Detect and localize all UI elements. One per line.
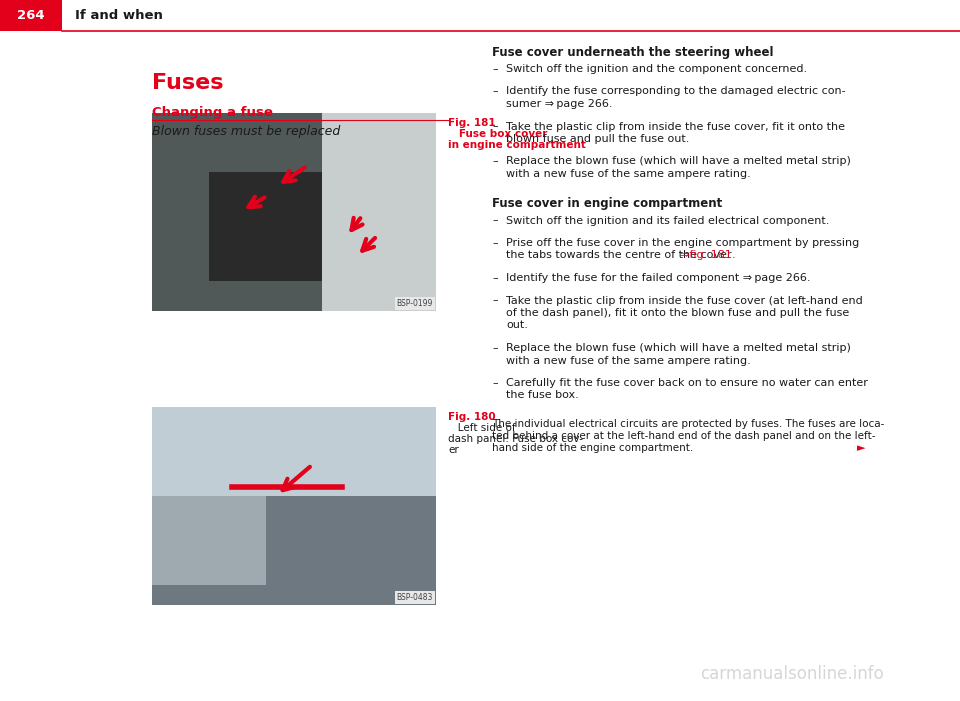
Text: Switch off the ignition and its failed electrical component.: Switch off the ignition and its failed e…: [506, 215, 829, 226]
Text: dash panel: Fuse box cov-: dash panel: Fuse box cov-: [448, 434, 583, 444]
Text: Left side of: Left side of: [448, 423, 516, 433]
Text: Fuse cover in engine compartment: Fuse cover in engine compartment: [492, 198, 722, 210]
Text: BSP-0199: BSP-0199: [396, 299, 433, 308]
Text: –: –: [492, 378, 497, 388]
Text: with a new fuse of the same ampere rating.: with a new fuse of the same ampere ratin…: [506, 355, 751, 365]
Text: –: –: [492, 156, 497, 167]
Text: Replace the blown fuse (which will have a melted metal strip): Replace the blown fuse (which will have …: [506, 156, 851, 167]
Text: ►: ►: [857, 443, 866, 453]
Text: –: –: [492, 64, 497, 74]
Text: ⇒fig. 181.: ⇒fig. 181.: [681, 250, 735, 261]
Text: 264: 264: [17, 9, 45, 22]
Text: –: –: [492, 121, 497, 132]
Text: –: –: [492, 238, 497, 248]
Text: Fig. 180: Fig. 180: [448, 412, 495, 422]
Text: carmanualsonline.info: carmanualsonline.info: [700, 665, 884, 683]
Text: If and when: If and when: [75, 9, 163, 22]
Bar: [152, 466, 266, 585]
Text: Fig. 181: Fig. 181: [448, 118, 495, 128]
Bar: [0, 0, 62, 31]
Text: Fuses: Fuses: [152, 73, 224, 93]
Text: –: –: [492, 296, 497, 306]
Text: Carefully fit the fuse cover back on to ensure no water can enter: Carefully fit the fuse cover back on to …: [506, 378, 868, 388]
Text: Take the plastic clip from inside the fuse cover (at left-hand end: Take the plastic clip from inside the fu…: [506, 296, 863, 306]
Text: –: –: [492, 86, 497, 97]
Bar: [152, 407, 436, 605]
Bar: [323, 113, 436, 311]
Text: with a new fuse of the same ampere rating.: with a new fuse of the same ampere ratin…: [506, 169, 751, 179]
Text: –: –: [492, 215, 497, 226]
Text: of the dash panel), fit it onto the blown fuse and pull the fuse: of the dash panel), fit it onto the blow…: [506, 308, 850, 318]
Text: The individual electrical circuits are protected by fuses. The fuses are loca-: The individual electrical circuits are p…: [492, 419, 884, 429]
Text: Blown fuses must be replaced: Blown fuses must be replaced: [152, 125, 340, 138]
Bar: [152, 496, 436, 605]
Text: Replace the blown fuse (which will have a melted metal strip): Replace the blown fuse (which will have …: [506, 343, 851, 353]
Bar: [152, 113, 436, 311]
Text: Fuse cover underneath the steering wheel: Fuse cover underneath the steering wheel: [492, 46, 774, 59]
Text: the tabs towards the centre of the cover: the tabs towards the centre of the cover: [506, 250, 735, 261]
Text: Take the plastic clip from inside the fuse cover, fit it onto the: Take the plastic clip from inside the fu…: [506, 121, 845, 132]
Text: –: –: [492, 343, 497, 353]
Text: out.: out.: [506, 320, 528, 330]
Text: the fuse box.: the fuse box.: [506, 390, 579, 400]
Text: Switch off the ignition and the component concerned.: Switch off the ignition and the componen…: [506, 64, 807, 74]
Text: Identify the fuse for the failed component ⇒ page 266.: Identify the fuse for the failed compone…: [506, 273, 810, 283]
Bar: [152, 407, 436, 496]
Text: blown fuse and pull the fuse out.: blown fuse and pull the fuse out.: [506, 134, 689, 144]
Text: hand side of the engine compartment.: hand side of the engine compartment.: [492, 443, 693, 453]
Text: –: –: [492, 273, 497, 283]
Text: in engine compartment: in engine compartment: [448, 140, 586, 150]
Bar: [209, 172, 337, 281]
Text: ted behind a cover at the left-hand end of the dash panel and on the left-: ted behind a cover at the left-hand end …: [492, 431, 876, 441]
Text: Prise off the fuse cover in the engine compartment by pressing: Prise off the fuse cover in the engine c…: [506, 238, 859, 248]
Text: sumer ⇒ page 266.: sumer ⇒ page 266.: [506, 99, 612, 109]
Text: er: er: [448, 445, 459, 455]
Text: Fuse box cover: Fuse box cover: [448, 129, 547, 139]
Text: Identify the fuse corresponding to the damaged electric con-: Identify the fuse corresponding to the d…: [506, 86, 846, 97]
Text: BSP-0483: BSP-0483: [396, 593, 433, 602]
Text: Changing a fuse: Changing a fuse: [152, 106, 273, 119]
